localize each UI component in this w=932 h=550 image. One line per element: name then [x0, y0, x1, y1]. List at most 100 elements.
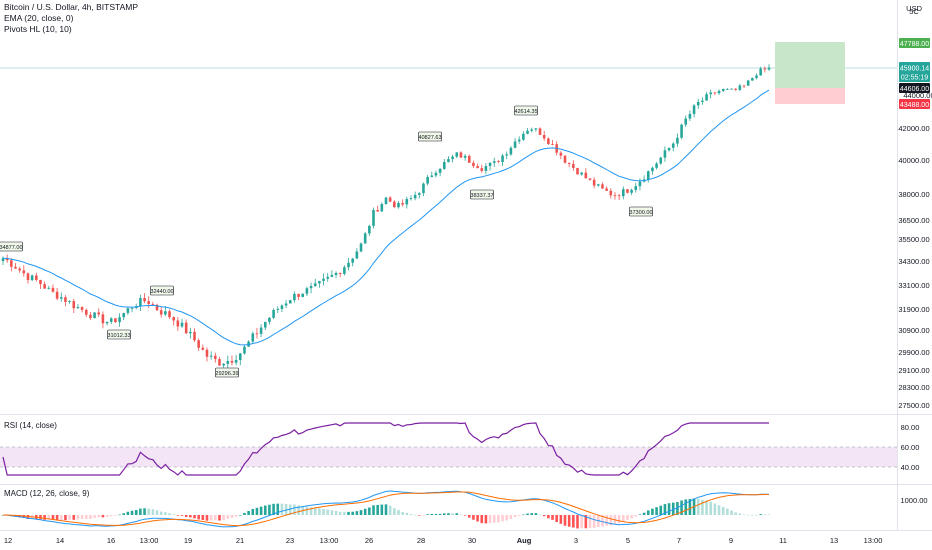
long-position-target-zone[interactable]	[775, 42, 845, 88]
candle	[280, 304, 284, 313]
candle	[276, 306, 280, 314]
candle	[180, 318, 184, 329]
macd-bar	[226, 515, 230, 519]
candle	[168, 309, 171, 319]
candle	[359, 242, 363, 253]
macd-bar	[376, 504, 379, 515]
candle	[434, 170, 438, 178]
macd-bar	[418, 515, 421, 516]
pivot-tag: 42614.35	[514, 105, 538, 116]
candle	[592, 177, 596, 189]
macd-bar	[18, 515, 21, 518]
macd-bar	[763, 514, 767, 515]
candle	[734, 88, 737, 91]
candle	[176, 317, 180, 331]
candle	[442, 158, 446, 170]
macd-bar	[701, 499, 704, 515]
macd-legend[interactable]: MACD (12, 26, close, 9)	[4, 489, 90, 498]
macd-bar	[330, 510, 334, 515]
candle	[297, 293, 300, 301]
candle	[1, 256, 5, 265]
macd-bar	[638, 514, 642, 515]
candle	[746, 79, 750, 86]
pivot-label: 38337.37	[470, 193, 493, 199]
pivots-legend[interactable]: Pivots HL (10, 10)	[4, 24, 72, 34]
macd-bar	[363, 508, 367, 515]
macd-bar	[721, 506, 725, 515]
pivot-label: 37300.00	[629, 210, 652, 216]
rsi-legend[interactable]: RSI (14, close)	[4, 421, 57, 430]
last-price-tag	[899, 62, 930, 82]
candle	[726, 88, 729, 90]
macd-bar	[405, 513, 409, 515]
time-label: 3	[574, 536, 578, 545]
candle	[151, 301, 155, 306]
macd-bar	[393, 508, 396, 515]
macd-bar	[713, 503, 717, 515]
candle	[730, 88, 733, 90]
candle	[305, 286, 309, 297]
candle	[409, 195, 413, 201]
macd-bar	[438, 513, 442, 515]
macd-bar	[517, 515, 521, 516]
macd-bar	[626, 515, 629, 520]
macd-bar	[64, 515, 67, 521]
macd-bar	[322, 508, 325, 515]
candle	[214, 352, 217, 363]
pivot-tag: 31012.33	[107, 329, 131, 340]
macd-bar	[513, 515, 517, 518]
macd-bar	[222, 515, 225, 520]
macd-bar	[484, 515, 488, 524]
candle	[397, 201, 400, 209]
candle	[130, 306, 134, 313]
macd-bar	[734, 512, 737, 515]
macd-bar	[247, 510, 250, 515]
candle	[114, 318, 117, 323]
candle	[426, 175, 429, 186]
macd-bar	[480, 515, 484, 524]
time-axis[interactable]: 12 14 16 13:00 19 21 23 13:00 26 28 30 A…	[4, 536, 883, 545]
symbol-title[interactable]: Bitcoin / U.S. Dollar, 4h, BITSTAMP	[4, 2, 138, 12]
candle	[630, 188, 633, 196]
candle	[767, 64, 771, 71]
macd-bar	[572, 515, 575, 528]
candle	[497, 160, 500, 164]
time-label: 14	[56, 536, 64, 545]
candle	[422, 182, 425, 196]
macd-bar	[559, 515, 563, 524]
macd-bar	[409, 514, 413, 515]
price-tick: 30900.00	[898, 326, 929, 335]
candle	[534, 128, 538, 132]
macd-bar	[667, 503, 671, 515]
rsi-axis[interactable]: 80.00 60.00 40.00	[901, 423, 920, 472]
candle	[197, 338, 200, 351]
macd-bar	[51, 515, 55, 520]
macd-bar	[380, 504, 384, 515]
macd-bar	[72, 515, 76, 520]
price-axis[interactable]: 5C 44000.00 42000.00 40000.00 38000.00 3…	[898, 7, 932, 410]
macd-bar	[147, 508, 150, 515]
macd-bar	[751, 514, 754, 516]
candle	[671, 142, 675, 152]
candle	[622, 186, 625, 200]
candle	[164, 306, 167, 317]
candle	[184, 319, 188, 334]
candle	[480, 164, 484, 173]
chart-legend[interactable]: Bitcoin / U.S. Dollar, 4h, BITSTAMP EMA …	[4, 2, 138, 35]
candle	[147, 296, 150, 309]
candle	[451, 154, 454, 163]
macd-bar	[655, 507, 658, 515]
price-tick: 31900.00	[898, 305, 929, 314]
candle	[676, 133, 679, 147]
macd-bar	[509, 515, 513, 519]
candle	[143, 293, 146, 304]
ema-legend[interactable]: EMA (20, close, 0)	[4, 13, 74, 23]
candle	[10, 258, 13, 272]
candle	[72, 298, 76, 314]
macd-bar	[22, 515, 26, 519]
time-label: 30	[468, 536, 476, 545]
entry-price-tag	[899, 83, 930, 93]
macd-bar	[93, 515, 96, 518]
long-position-stop-zone[interactable]	[775, 88, 845, 104]
